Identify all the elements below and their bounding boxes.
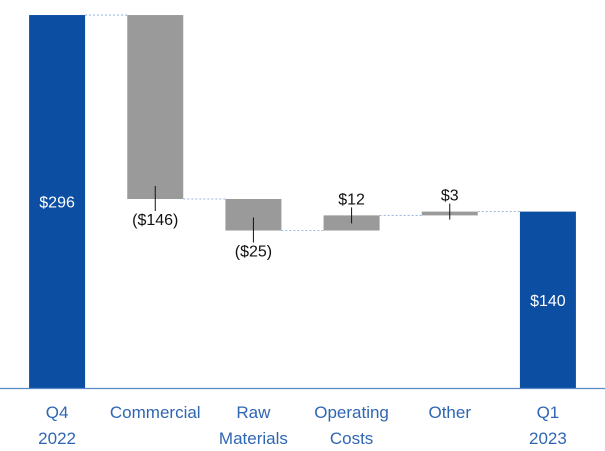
category-label-2: Raw Materials (219, 403, 288, 448)
category-label-0: Q4 2022 (38, 403, 76, 448)
category-label-1: Commercial (110, 403, 201, 422)
value-label-1: ($146) (132, 212, 178, 229)
bar-5 (519, 211, 576, 388)
value-label-3: $12 (338, 191, 365, 208)
bars (29, 15, 576, 388)
category-label-3: Operating Costs (314, 403, 389, 448)
value-label-2: ($25) (235, 244, 272, 261)
value-label-0: $296 (39, 195, 75, 212)
category-label-5: Q1 2023 (529, 403, 567, 448)
value-label-4: $3 (441, 188, 459, 205)
value-labels: $296 ($146) ($25) $12 $3 $140 (39, 188, 566, 310)
category-label-4: Other (428, 403, 471, 422)
category-labels: Q4 2022 Commercial Raw Materials Operating Cos… (38, 403, 567, 448)
value-label-5: $140 (530, 293, 566, 310)
connector-lines (85, 14, 520, 231)
bar-1 (127, 15, 184, 200)
value-ticks (154, 186, 451, 243)
bar-0 (29, 15, 86, 388)
